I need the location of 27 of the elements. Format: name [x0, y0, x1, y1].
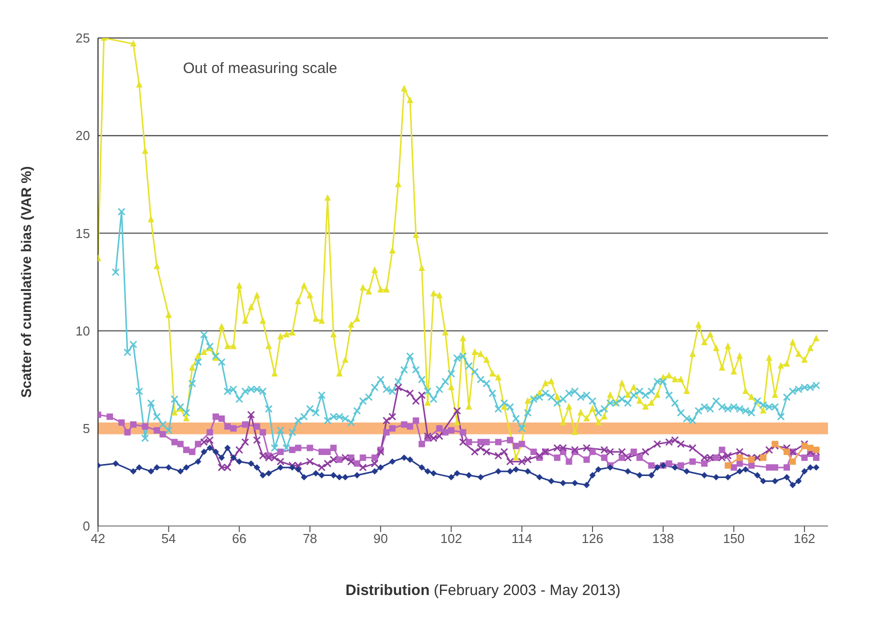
point	[784, 448, 790, 456]
point	[813, 446, 820, 454]
point	[760, 454, 766, 461]
y-tick-label: 5	[82, 421, 90, 436]
y-tick-label: 10	[76, 323, 90, 338]
y-tick-label: 20	[76, 128, 90, 144]
x-tick-label: 138	[652, 531, 674, 546]
x-tick-label: 54	[161, 531, 176, 546]
y-axis-title: Scatter of cumulative bias (VAR %)	[18, 166, 34, 398]
y-tick-label: 0	[82, 518, 90, 534]
point	[736, 454, 743, 461]
annotation: Out of measuring scale	[183, 60, 338, 77]
x-tick-label: 66	[232, 531, 247, 546]
x-tick-label: 150	[722, 531, 745, 546]
y-tick-label: 25	[76, 30, 90, 46]
x-tick-label: 78	[302, 531, 318, 546]
x-tick-label: 102	[440, 531, 462, 546]
x-tick-label: 162	[794, 531, 816, 546]
x-tick-label: 42	[90, 531, 106, 546]
point	[748, 456, 755, 463]
point	[789, 458, 796, 465]
x-axis-title: Distribution (February 2003 - May 2013)	[345, 582, 621, 599]
point	[724, 462, 732, 469]
y-tick-label: 15	[76, 226, 90, 241]
x-tick-label: 126	[582, 531, 604, 546]
x-tick-label: 114	[512, 531, 532, 546]
x-tick-label: 90	[373, 531, 388, 546]
